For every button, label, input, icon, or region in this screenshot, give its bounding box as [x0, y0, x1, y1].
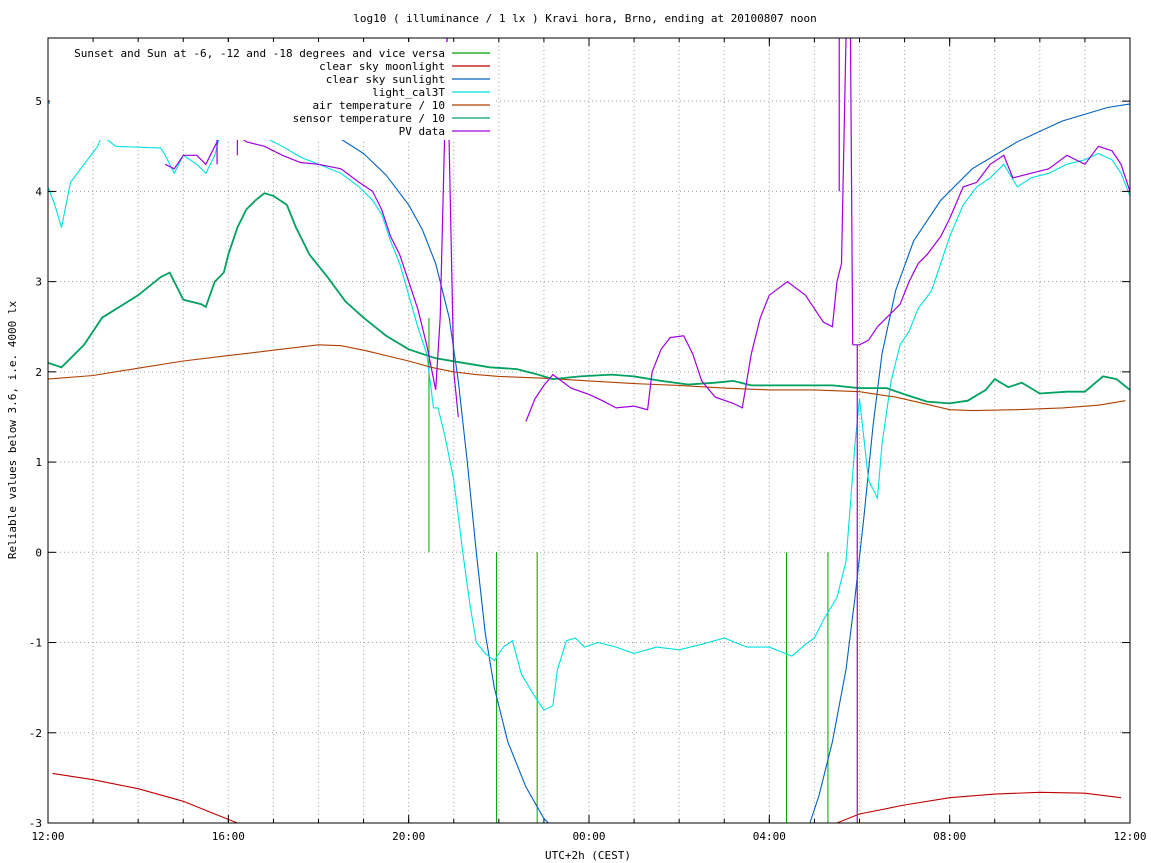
x-tick-label: 08:00: [933, 830, 966, 843]
y-tick-label: 0: [35, 546, 42, 559]
x-tick-label: 00:00: [572, 830, 605, 843]
series-4-line: [47, 118, 1131, 711]
y-tick-label: 5: [35, 95, 42, 108]
series-7-line: [525, 37, 847, 422]
series-5-line: [47, 344, 1126, 412]
legend-label: light_cal3T: [372, 86, 445, 99]
plot-lines: [47, 37, 1131, 824]
x-tick-label: 20:00: [392, 830, 425, 843]
series-6-line: [47, 192, 1131, 405]
y-tick-label: 2: [35, 366, 42, 379]
y-axis-label: Reliable values below 3.6, i.e. 4000 lx: [6, 300, 19, 559]
x-axis-label: UTC+2h (CEST): [545, 849, 631, 862]
x-tick-label: 12:00: [31, 830, 64, 843]
axis-ticks: -3 -2 -1 0 1 2 3 4 5 12:00 16:00 20:00 00:00 04:00 08:…: [29, 38, 1147, 843]
y-tick-label: 1: [35, 456, 42, 469]
legend-label: PV data: [399, 125, 445, 138]
chart-title: log10 ( illuminance / 1 lx ) Kravi hora,…: [353, 12, 817, 25]
y-tick-label: 4: [35, 185, 42, 198]
series-7-line: [849, 37, 854, 345]
grid: [48, 38, 1130, 823]
x-tick-label: 12:00: [1113, 830, 1146, 843]
legend-label: clear sky moonlight: [319, 60, 445, 73]
legend-label: sensor temperature / 10: [293, 112, 445, 125]
y-tick-label: -1: [29, 637, 42, 650]
series-7-line: [446, 37, 459, 418]
y-tick-label: -3: [29, 817, 42, 830]
legend-label: clear sky sunlight: [326, 73, 445, 86]
y-tick-label: -2: [29, 727, 42, 740]
y-tick-label: 3: [35, 276, 42, 289]
series-2-line: [52, 772, 1122, 824]
legend-label: Sunset and Sun at -6, -12 and -18 degree…: [74, 47, 445, 60]
series-7-line: [164, 37, 448, 391]
series-7-line: [852, 145, 1131, 346]
x-tick-label: 16:00: [212, 830, 245, 843]
legend-background: [50, 42, 496, 140]
legend-label: air temperature / 10: [313, 99, 445, 112]
legend: Sunset and Sun at -6, -12 and -18 degree…: [50, 42, 496, 140]
x-tick-label: 04:00: [753, 830, 786, 843]
